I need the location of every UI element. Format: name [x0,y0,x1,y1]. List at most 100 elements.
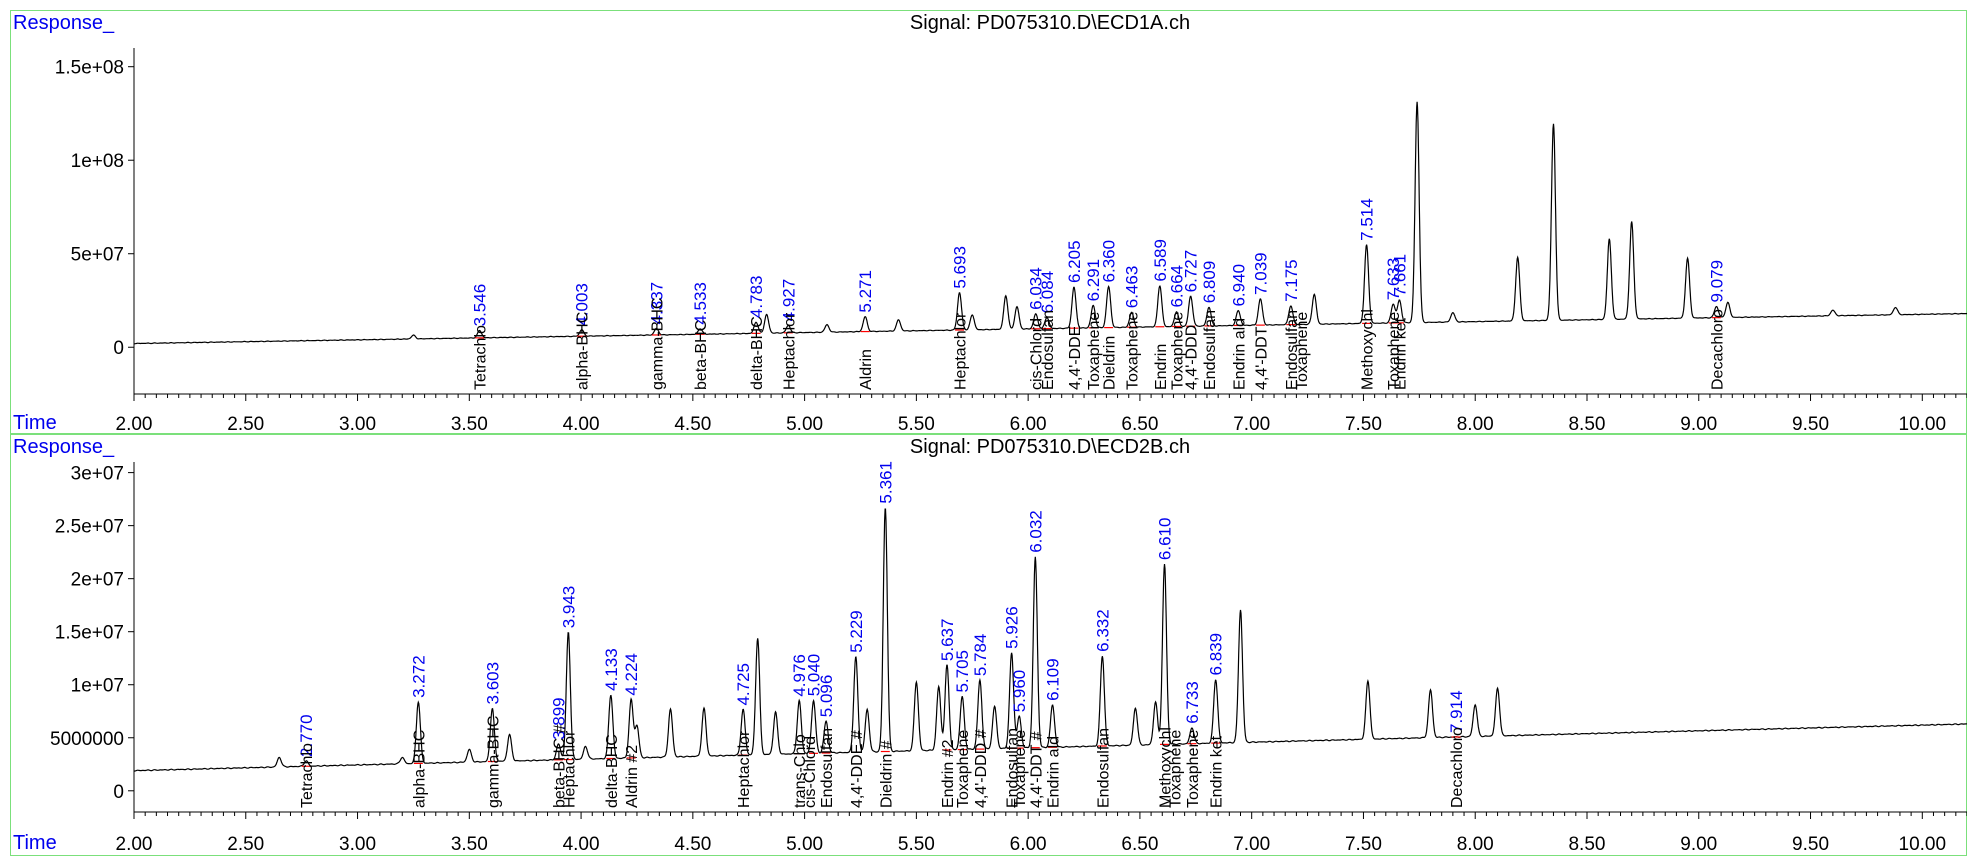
panel1-rt-label: 6.463 [1123,266,1142,309]
panel1-rt-label: 6.727 [1182,250,1201,293]
panel2-rt-label: 3.272 [409,655,428,698]
panel2-compound-label: Endrin ald [1046,736,1063,808]
panel1-rt-label: 4.533 [691,282,710,325]
panel2-compound-label: Tetrachlo [299,743,316,808]
panel1-compound-label: Heptachlor [781,312,798,390]
panel1-x-tick-label: 10.00 [1899,414,1947,435]
panel2-ylabel: Response_ [13,436,115,458]
panel1-compound-label: Dieldrin [1102,336,1119,390]
panel1-compound-label: cis-Chlord [1029,318,1046,390]
panel2-x-tick-label: 5.00 [786,834,823,855]
panel2-compound-label: Toxaphene [955,730,972,808]
panel2-xlabel: Time [13,832,57,854]
panel1-compound-label: Aldrin [858,349,875,390]
panel1-compound-label: Toxaphene [1086,312,1103,390]
panel2-y-tick-label: 1.5e+07 [55,623,124,644]
panel1-rt-label: 7.661 [1390,254,1409,297]
panel2-rt-label: 5.960 [1010,670,1029,713]
panel2-compound-label: 4,4'-DDE # [849,730,866,808]
panel2-compound-label: Toxaphene [1012,730,1029,808]
panel1-rt-label: 5.271 [856,270,875,313]
panel2-rt-label: 6.610 [1156,518,1175,561]
panel2-compound-label: Endrin ket [1209,735,1226,808]
panel1-x-tick-label: 4.00 [563,414,600,435]
panel2-rt-label: 5.229 [847,610,866,653]
panel1-rt-label: 6.809 [1200,261,1219,304]
panel2-rt-label: 4.133 [602,648,621,691]
panel1-x-tick-label: 2.00 [116,414,153,435]
panel2-x-tick-label: 2.50 [227,834,264,855]
panel2-y-tick-label: 2e+07 [71,570,124,591]
panel2-rt-label: 5.637 [938,619,957,662]
panel2-compound-label: Heptachlor [561,730,578,808]
panel1-rt-label: 4.337 [647,282,666,325]
panel2-x-tick-label: 5.50 [898,834,935,855]
panel1-compound-label: Methoxychl [1360,309,1377,390]
panel1-compound-label: Endrin [1153,344,1170,390]
panel1-xlabel: Time [13,412,57,434]
panel1-rt-label: 6.084 [1038,271,1057,314]
panel1-rt-label: 6.291 [1084,259,1103,302]
panel2-compound-label: Endrin #2 [940,739,957,808]
panel2-rt-label: 6.032 [1026,510,1045,553]
panel2-rt-label: 3.899 [549,697,568,740]
panel1-rt-label: 6.034 [1027,267,1046,310]
panel2-y-tick-label: 3e+07 [71,464,124,485]
panel2-rt-label: 6.839 [1207,633,1226,676]
panel2-x-tick-label: 7.50 [1345,834,1382,855]
panel2-compound-label: Aldrin #2 [624,745,641,808]
panel2-rt-label: 4.224 [622,653,641,696]
panel1-compound-label: Endosulfan [1040,310,1057,390]
panel1-compound-label: Tetrachlo [473,325,490,390]
panel2-x-tick-label: 9.50 [1792,834,1829,855]
panel2-rt-label: 5.096 [817,675,836,718]
panel1-rt-label: 5.693 [951,246,970,289]
panel2-y-tick-label: 1e+07 [71,676,124,697]
panel2-x-tick-label: 6.50 [1121,834,1158,855]
panel1-rt-label: 4.927 [779,279,798,322]
panel1-compound-label: Endrin ald [1231,318,1248,390]
panel2-compound-label: 4,4'-DDT # [1028,731,1045,808]
panel1-trace [134,101,1967,345]
panel1-x-tick-label: 3.50 [451,414,488,435]
panel1-x-tick-label: 7.00 [1233,414,1270,435]
panel2-rt-label: 5.040 [805,654,824,697]
panel2-compound-label: Endosulfan [1005,728,1022,808]
panel2-rt-label: 3.603 [483,662,502,705]
panel2-x-tick-label: 10.00 [1899,834,1947,855]
panel1-y-tick-label: 0 [113,338,124,359]
panel1-rt-label: 6.940 [1229,264,1248,307]
panel2-x-tick-label: 8.00 [1457,834,1494,855]
panel2-x-tick-label: 9.00 [1680,834,1717,855]
panel2-x-tick-label: 8.50 [1568,834,1605,855]
panel2-rt-label: 5.361 [876,461,895,504]
panel2-rt-label: 6.733 [1183,681,1202,724]
panel1-compound-label: 4,4'-DDT [1253,326,1270,390]
panel1-x-tick-label: 7.50 [1345,414,1382,435]
panel1-rt-label: 4.003 [573,283,592,326]
panel2-rt-label: 7.914 [1447,690,1466,733]
panel2-compound-label: Heptachlor [736,730,753,808]
panel1-x-tick-label: 2.50 [227,414,264,435]
panel2-x-tick-label: 6.00 [1010,834,1047,855]
panel2-rt-label: 3.943 [559,586,578,629]
panel2-x-tick-label: 7.00 [1233,834,1270,855]
panel1-rt-label: 6.205 [1065,240,1084,283]
panel2-compound-label: Endosulfan [1095,728,1112,808]
panel1-compound-label: Toxaphene [1125,312,1142,390]
panel2-rt-label: 5.784 [971,634,990,677]
panel1-rt-label: 4.783 [747,276,766,319]
panel2-compound-label: 4,4'-DDD # [973,729,990,808]
panel2-x-tick-label: 3.00 [339,834,376,855]
panel1-compound-label: gamma-BHC [649,298,666,390]
panel2-compound-label: Methoxychl [1158,727,1175,808]
panel1-compound-label: 4,4'-DDE [1067,326,1084,390]
panel1-y-tick-label: 5e+07 [71,245,124,266]
panel1-x-tick-label: 5.50 [898,414,935,435]
panel2-rt-label: 2.770 [297,714,316,757]
panel1-rt-label: 7.633 [1384,258,1403,301]
panel1-compound-label: Heptachlor [953,312,970,390]
panel2-x-tick-label: 3.50 [451,834,488,855]
